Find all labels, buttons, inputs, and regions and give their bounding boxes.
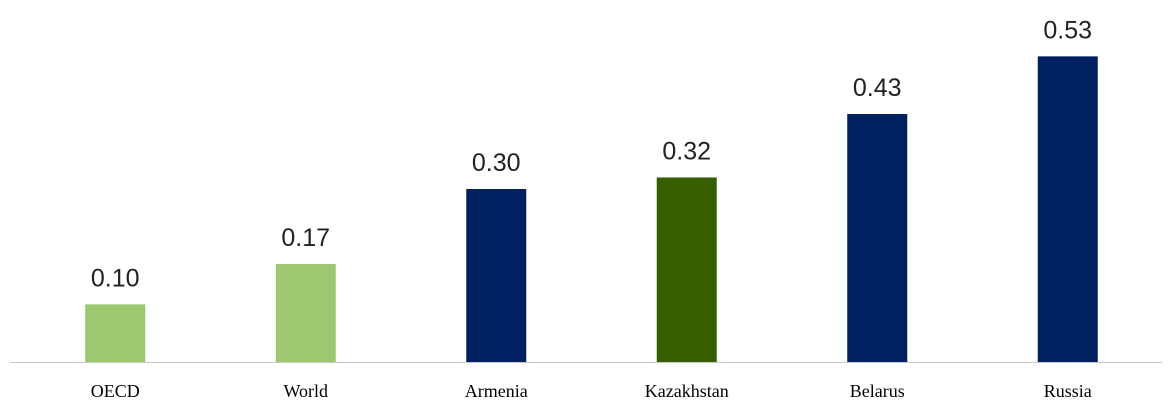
value-label: 0.30	[472, 149, 521, 177]
x-tick-label: Belarus	[850, 381, 905, 401]
value-label: 0.43	[853, 74, 902, 102]
bar	[847, 114, 908, 363]
bar	[275, 263, 336, 362]
x-tick-label: World	[283, 381, 328, 401]
value-label: 0.10	[91, 264, 140, 292]
x-tick-label: Kazakhstan	[645, 381, 729, 401]
value-label: 0.32	[662, 137, 711, 165]
x-tick-label: Russia	[1044, 381, 1092, 401]
x-tick-label: Armenia	[465, 381, 528, 401]
bar	[1037, 56, 1098, 362]
bar	[85, 304, 146, 362]
x-tick-label: OECD	[91, 381, 140, 401]
bar	[656, 177, 717, 362]
value-label: 0.53	[1043, 16, 1092, 44]
bar	[466, 189, 527, 362]
value-label: 0.17	[281, 224, 330, 252]
